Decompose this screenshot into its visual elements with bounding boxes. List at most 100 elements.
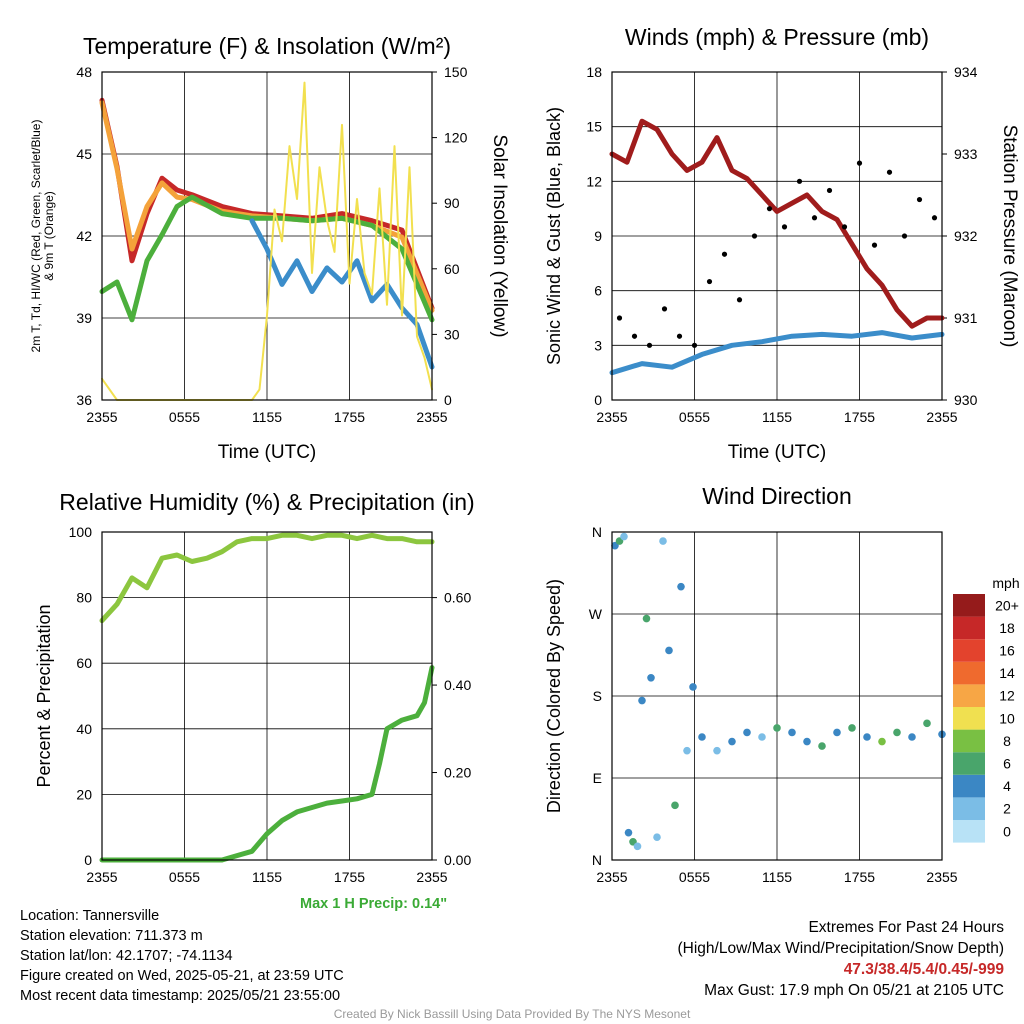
colorbar-swatch [953,616,985,640]
chart-panel-2: Relative Humidity (%) & Precipitation (i… [34,489,475,885]
y-tick-label: 6 [594,283,602,299]
colorbar-tick-label: 14 [999,665,1015,681]
figure-created: Figure created on Wed, 2025-05-21, at 23… [20,968,344,984]
colorbar-swatch [953,729,985,753]
y2-tick-label: 931 [954,310,978,326]
extremes-summary: Extremes For Past 24 Hours (High/Low/Max… [678,917,1005,1001]
y-tick-label: 20 [76,786,92,802]
data-point [863,733,871,741]
y-axis-label: Direction (Colored By Speed) [544,579,564,813]
data-point [691,342,698,348]
y-tick-label: 39 [76,310,92,326]
data-point [677,582,685,591]
data-point [781,224,788,230]
station-elevation: Station elevation: 711.373 m [20,928,203,944]
y-tick-label: 3 [594,337,602,353]
y2-axis-label: Station Pressure (Maroon) [999,125,1020,348]
x-axis-label: Time (UTC) [728,442,827,463]
x-tick-label: 2355 [926,869,957,885]
data-point [706,278,713,285]
data-point [826,187,833,194]
data-point [689,683,697,691]
y2-axis-label: Solar Insolation (Yellow) [489,134,510,337]
data-point [624,828,633,837]
series-line [99,97,435,311]
colorbar-tick-label: 20+ [995,597,1019,613]
data-point [616,315,623,321]
chart-panel-1: Winds (mph) & Pressure (mb) 2355 0555 1155 1… [544,24,1020,463]
colorbar-swatch [953,661,985,685]
data-point [931,215,938,221]
y-tick-label: E [593,770,602,786]
x-tick-label: 2355 [596,869,627,885]
credit-line: Created By Nick Bassill Using Data Provi… [333,1007,691,1021]
y-tick-label: 48 [76,64,92,80]
station-latlon: Station lat/lon: 42.1707; -74.1134 [20,948,233,964]
data-point [766,206,773,212]
y-tick-label: N [592,852,602,868]
data-point [671,801,679,810]
data-point [856,160,863,166]
y-axis-label: 2m T, Td, HI/WC (Red, Green, Scarlet/Blu… [29,120,43,353]
series-line [609,330,945,376]
colorbar-swatch [953,820,985,843]
x-tick-label: 1155 [762,409,792,425]
recent-timestamp: Most recent data timestamp: 2025/05/21 2… [20,988,341,1004]
data-point [916,196,923,203]
data-point [833,728,841,737]
data-point [633,842,642,851]
colorbar-tick-label: 16 [999,643,1015,659]
data-point [811,215,818,221]
y2-tick-label: 934 [954,64,978,80]
data-point [796,178,803,184]
data-point [721,251,728,257]
y-tick-label: 0 [594,392,602,408]
y2-tick-label: 30 [444,326,460,342]
y-tick-label: 42 [76,228,92,244]
colorbar-tick-label: 6 [1003,756,1011,772]
y2-tick-label: 932 [954,228,978,244]
data-point [893,728,901,737]
colorbar-swatch [953,774,985,798]
plot-frame [101,71,433,401]
extremes-title: Extremes For Past 24 Hours [808,919,1004,936]
chart-title: Temperature (F) & Insolation (W/m²) [83,33,451,59]
x-tick-label: 0555 [169,409,200,425]
y2-tick-label: 150 [444,64,468,80]
colorbar-tick-label: 8 [1003,733,1011,749]
data-point [646,342,653,348]
data-point [848,724,856,732]
y-tick-label: W [589,606,603,622]
y-tick-label: 60 [76,655,92,671]
data-point [886,169,893,175]
y-tick-label: 36 [76,392,92,408]
x-tick-label: 2355 [416,409,447,425]
data-point [631,333,638,339]
data-point [620,532,628,541]
data-point [841,224,848,230]
x-tick-label: 2355 [596,409,627,425]
data-point [676,333,683,339]
colorbar-tick-label: 2 [1003,801,1011,817]
y2-tick-label: 930 [954,392,978,408]
y-axis-label: Percent & Precipitation [34,604,54,787]
y2-tick-label: 90 [444,195,460,211]
y-tick-label: N [592,524,602,540]
y2-tick-label: 0.00 [444,852,471,868]
data-point [713,746,721,755]
chart-panel-0: Temperature (F) & Insolation (W/m²) 2355 0… [29,33,510,463]
data-point [751,233,758,239]
station-metadata: Location: Tannersville Station elevation… [20,906,344,1006]
y-axis-label: & 9m T (Orange) [42,191,56,281]
colorbar-tick-label: 18 [999,620,1015,636]
x-tick-label: 1755 [844,869,875,885]
y-tick-label: 12 [586,173,602,189]
series-line [99,532,435,624]
y2-tick-label: 933 [954,146,978,162]
y-tick-label: 9 [594,228,602,244]
data-point [736,297,743,303]
y-tick-label: 18 [586,64,602,80]
series-line [609,118,945,329]
data-point [659,537,667,545]
